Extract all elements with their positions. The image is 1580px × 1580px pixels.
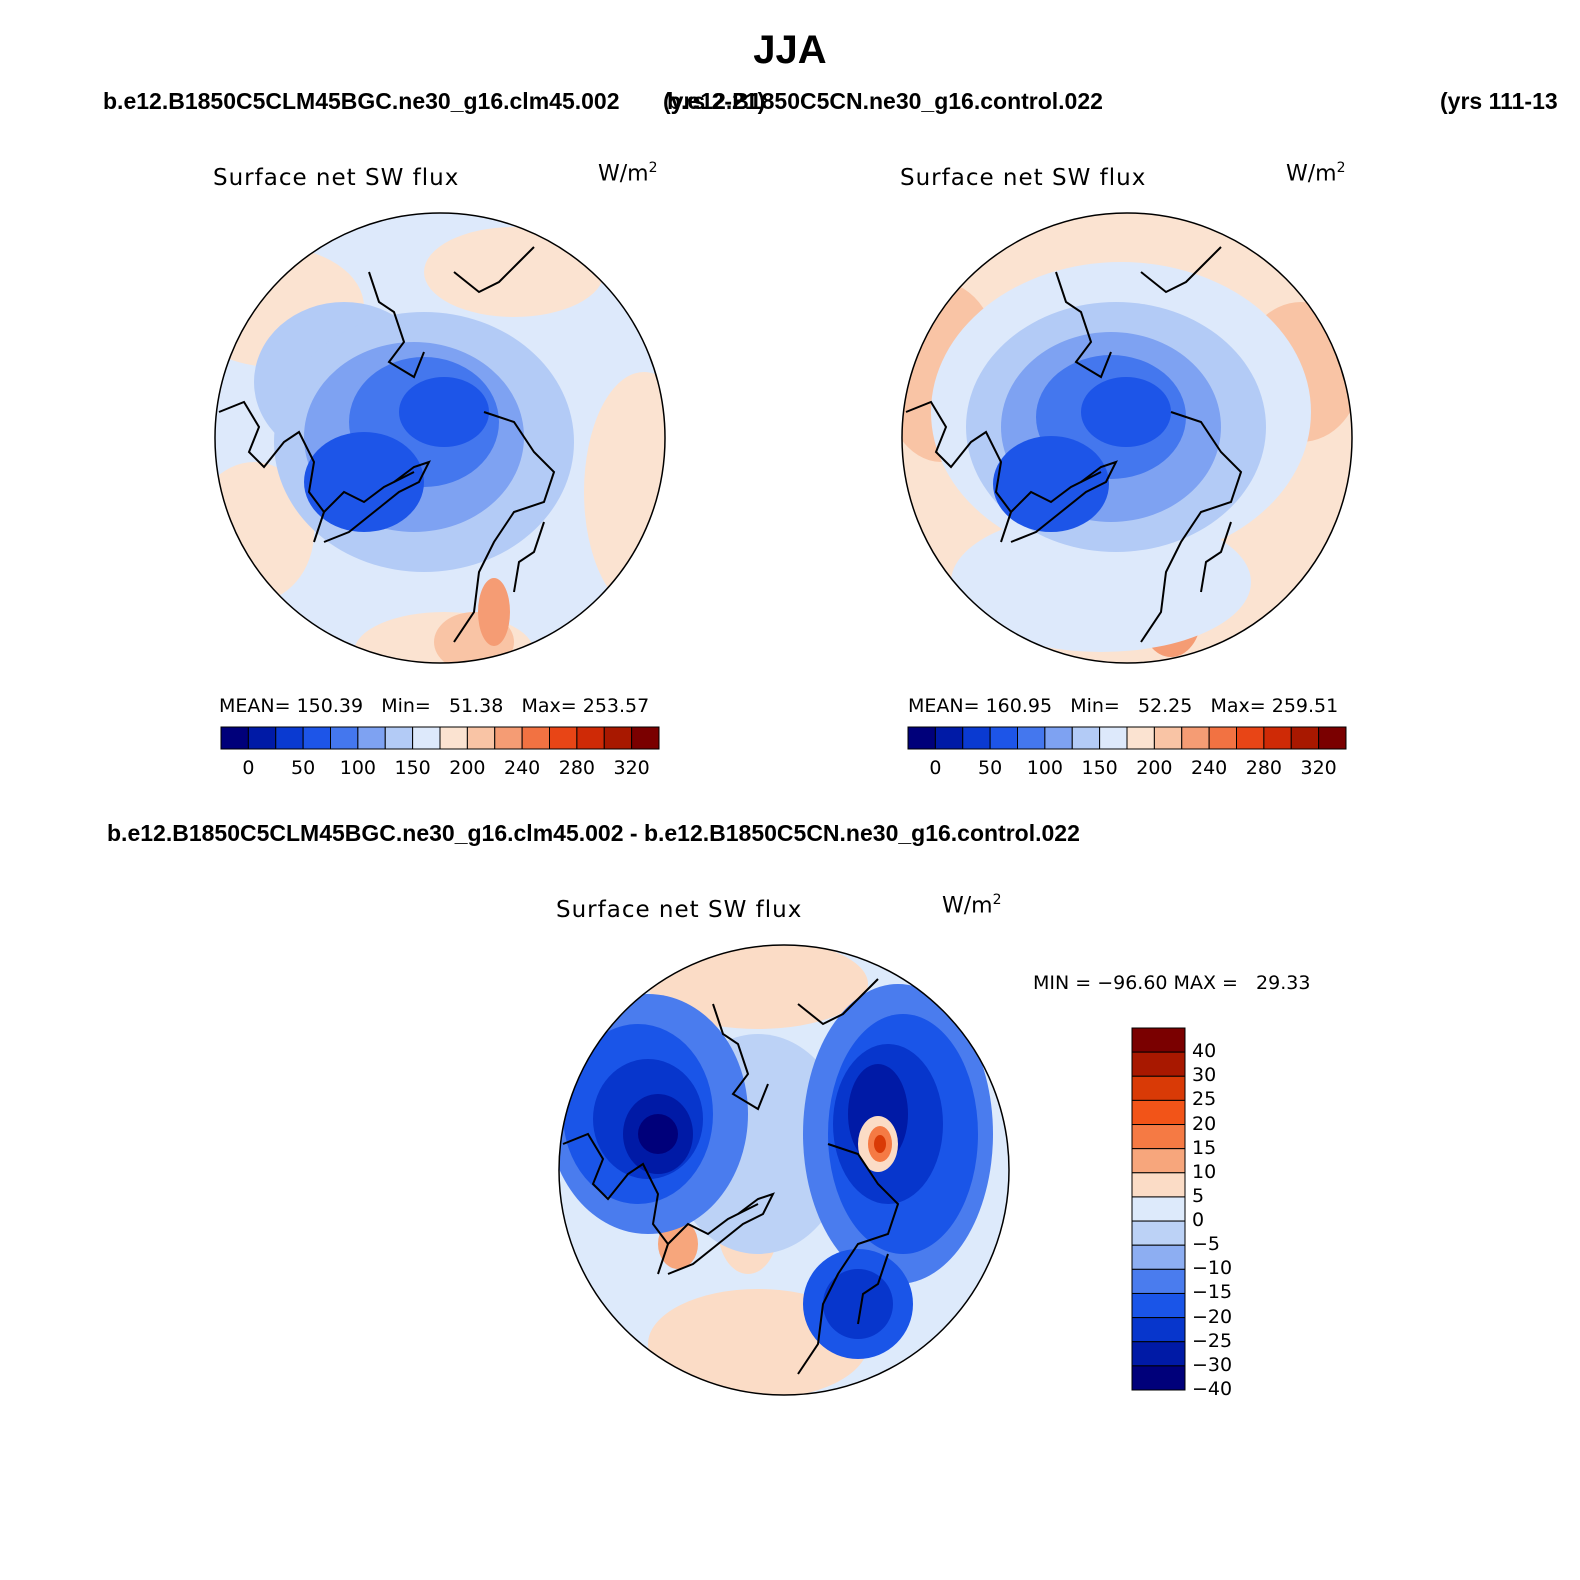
panel2-colorbar-box — [1318, 726, 1347, 750]
panel2-stats: MEAN= 160.95 Min= 52.25 Max= 259.51 — [908, 695, 1339, 717]
panel1-title: Surface net SW flux — [213, 165, 460, 191]
diff-colorbar-tick-label: 30 — [1192, 1064, 1217, 1087]
panel1-colorbar-box — [275, 726, 304, 750]
diff-colorbar-box — [1131, 1124, 1186, 1150]
panel1-colorbar-box — [466, 726, 496, 750]
panel1-colorbar-box — [412, 726, 441, 750]
panel2-colorbar-box — [1290, 726, 1320, 750]
diff-minmax: MIN = −96.60 MAX = 29.33 — [1033, 972, 1311, 994]
panel2-colorbar-box — [1153, 726, 1183, 750]
diff-colorbar-box — [1131, 1341, 1186, 1367]
panel2-colorbar-box — [962, 726, 991, 750]
diff-colorbar-box — [1131, 1075, 1186, 1101]
panel1-colorbar-tick-label: 240 — [503, 757, 541, 779]
panel1-colorbar-tick-label: 200 — [449, 757, 486, 779]
panel1-colorbar-box — [302, 726, 331, 750]
diff-colorbar-tick-label: −20 — [1192, 1305, 1233, 1328]
panel1-units: W/m2 — [598, 160, 658, 187]
diff-colorbar-box — [1131, 1027, 1186, 1053]
diff-colorbar-tick-label: −25 — [1192, 1329, 1233, 1352]
diff-colorbar-tick-label: 40 — [1192, 1040, 1217, 1063]
panel2-colorbar-box — [1263, 726, 1292, 750]
panel2-colorbar-box — [1181, 726, 1210, 750]
panel2-colorbar-box — [1044, 726, 1073, 750]
diff-colorbar-box — [1131, 1317, 1186, 1343]
panel1-colorbar — [220, 726, 660, 750]
panel2-colorbar-box — [934, 726, 964, 750]
panel1-colorbar-box — [494, 726, 523, 750]
panel1-colorbar-box — [521, 726, 550, 750]
panel2-colorbar-box — [1099, 726, 1128, 750]
diff-colorbar-tick-label: −10 — [1192, 1257, 1233, 1280]
panel1-polar-map — [214, 212, 666, 664]
panel2-colorbar-box — [907, 726, 936, 750]
diff-colorbar-box — [1131, 1099, 1186, 1126]
diff-colorbar-tick-label: 5 — [1192, 1184, 1205, 1207]
diff-colorbar-tick-label: −5 — [1192, 1233, 1221, 1256]
diff-colorbar-tick-label: 10 — [1192, 1160, 1217, 1183]
panel2-colorbar-tick-label: 50 — [978, 757, 1003, 779]
years-right: (yrs 111-13 — [1440, 88, 1558, 114]
page-title: JJA — [753, 28, 827, 72]
diff-colorbar-tick-label: 15 — [1192, 1136, 1217, 1159]
diff-colorbar-box — [1131, 1220, 1186, 1246]
panel1-stats: MEAN= 150.39 Min= 51.38 Max= 253.57 — [219, 695, 650, 717]
panel1-colorbar-box — [603, 726, 633, 750]
panel1-colorbar-tick-label: 320 — [613, 757, 650, 779]
panel1-colorbar-box — [247, 726, 277, 750]
panel1-colorbar-tick-label: 280 — [558, 757, 595, 779]
panel1-colorbar-box — [576, 726, 605, 750]
panel2-colorbar-box — [1071, 726, 1101, 750]
panel2-colorbar — [907, 726, 1347, 750]
panel2-title: Surface net SW flux — [900, 165, 1147, 191]
panel2-colorbar-tick-label: 200 — [1136, 757, 1173, 779]
diff-colorbar-box — [1131, 1196, 1186, 1222]
diff-colorbar-tick-label: −15 — [1192, 1281, 1233, 1304]
panel1-colorbar-box — [384, 726, 414, 750]
diff-colorbar — [1131, 1027, 1186, 1391]
panel2-colorbar-tick-label: 0 — [929, 757, 942, 779]
diff-colorbar-box — [1131, 1268, 1186, 1294]
panel1-colorbar-tick-label: 100 — [339, 757, 376, 779]
panel1-colorbar-tick-label: 150 — [394, 757, 431, 779]
diff-colorbar-box — [1131, 1172, 1186, 1198]
diff-panel-title: Surface net SW flux — [556, 897, 803, 923]
panel1-colorbar-box — [549, 726, 578, 750]
case-title-right: b.e12.B1850C5CN.ne30_g16.control.022 — [667, 88, 1103, 114]
panel1-colorbar-box — [330, 726, 359, 750]
diff-colorbar-tick-label: 0 — [1192, 1209, 1205, 1232]
diff-colorbar-box — [1131, 1051, 1186, 1077]
diff-colorbar-box — [1131, 1148, 1186, 1174]
panel2-colorbar-tick-label: 280 — [1245, 757, 1282, 779]
panel1-colorbar-box — [357, 726, 386, 750]
panel2-units: W/m2 — [1286, 160, 1346, 187]
panel2-colorbar-box — [1017, 726, 1046, 750]
diff-colorbar-tick-label: 20 — [1192, 1112, 1217, 1135]
panel2-colorbar-box — [1208, 726, 1237, 750]
panel2-colorbar-box — [989, 726, 1018, 750]
panel2-polar-map — [901, 212, 1353, 664]
panel1-colorbar-tick-label: 0 — [242, 757, 255, 779]
panel2-colorbar-tick-label: 150 — [1081, 757, 1118, 779]
panel1-colorbar-box — [220, 726, 249, 750]
case-title-left: b.e12.B1850C5CLM45BGC.ne30_g16.clm45.002 — [103, 88, 620, 114]
panel2-colorbar-tick-label: 320 — [1300, 757, 1337, 779]
diff-units: W/m2 — [942, 892, 1002, 919]
diff-colorbar-box — [1131, 1292, 1186, 1319]
panel2-colorbar-tick-label: 100 — [1026, 757, 1063, 779]
panel2-colorbar-box — [1126, 726, 1155, 750]
panel1-colorbar-box — [631, 726, 660, 750]
diff-colorbar-box — [1131, 1244, 1186, 1270]
diff-case-title: b.e12.B1850C5CLM45BGC.ne30_g16.clm45.002… — [107, 820, 1080, 846]
diff-colorbar-tick-label: −30 — [1192, 1353, 1233, 1376]
diff-polar-map — [558, 944, 1010, 1396]
diff-colorbar-tick-label: 25 — [1192, 1088, 1217, 1111]
panel1-colorbar-tick-label: 50 — [291, 757, 316, 779]
diff-colorbar-tick-label: −40 — [1192, 1378, 1233, 1400]
panel2-colorbar-tick-label: 240 — [1190, 757, 1228, 779]
panel1-colorbar-box — [439, 726, 468, 750]
years-left: (yrs 2-21) — [663, 88, 766, 114]
panel2-colorbar-box — [1236, 726, 1265, 750]
diff-colorbar-box — [1131, 1365, 1186, 1391]
